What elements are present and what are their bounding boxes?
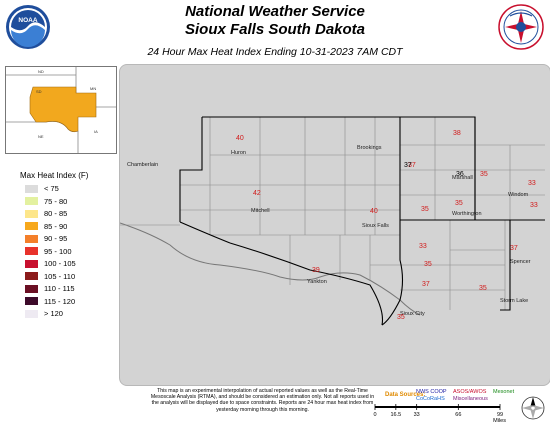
scale-tick-label: 33: [414, 412, 420, 418]
city-label: Mitchell: [251, 208, 270, 214]
inset-label-ia: IA: [94, 129, 98, 134]
legend-label: > 120: [44, 309, 63, 318]
heat-index-value: 35: [421, 206, 429, 213]
map-subtitle: 24 Hour Max Heat Index Ending 10-31-2023…: [147, 46, 403, 58]
legend-label: 100 - 105: [44, 259, 76, 268]
heat-index-value: 33: [528, 180, 536, 187]
city-label: Chamberlain: [127, 162, 159, 168]
disclaimer-text: This map is an experimental interpolatio…: [150, 388, 375, 413]
legend-item: 80 - 85: [25, 208, 67, 219]
legend-label: 90 - 95: [44, 234, 68, 243]
legend-swatch: [25, 309, 38, 318]
legend-label: 105 - 110: [44, 271, 76, 281]
heat-index-value: 36: [456, 171, 464, 178]
heat-index-value: 40: [370, 208, 378, 215]
legend-label: < 75: [44, 184, 59, 193]
heat-index-value: 35: [479, 285, 487, 292]
legend-item: 115 - 120: [25, 296, 75, 307]
legend-swatch: [25, 184, 38, 193]
data-source-item: Miscellaneous: [453, 396, 488, 402]
legend-swatch: [25, 247, 38, 255]
city-label: Marshall: [452, 175, 473, 181]
legend-label: 85 - 90: [44, 221, 68, 231]
nws-logo-icon: [498, 4, 544, 50]
city-label: Windom: [508, 192, 529, 198]
inset-label-nd: ND: [38, 69, 44, 74]
legend-swatch: [25, 272, 38, 280]
heat-index-value: 35: [480, 171, 488, 178]
heat-index-map: Huron Brookings Marshall Chamberlain Mitchel…: [119, 64, 550, 386]
heat-index-value: 37: [408, 162, 416, 169]
scale-bar-line: [375, 406, 500, 408]
legend-item: 75 - 80: [25, 196, 67, 207]
heat-index-value: 42: [253, 190, 261, 197]
heat-index-value: 38: [453, 130, 461, 137]
title-line-1: National Weather Service: [185, 3, 365, 20]
city-label: Worthington: [452, 211, 482, 217]
legend-item: 110 - 115: [25, 283, 75, 294]
legend-swatch: [25, 234, 38, 243]
data-source-item: ASOS/AWOS: [453, 389, 487, 395]
inset-label-ne: NE: [38, 134, 44, 139]
inset-label-sd: SD: [36, 89, 42, 94]
legend-swatch: [25, 259, 38, 268]
city-label: Sioux Falls: [362, 223, 389, 229]
inset-label-mn: MN: [90, 86, 96, 91]
legend-title: Max Heat Index (F): [20, 171, 89, 180]
legend-item: 90 - 95: [25, 233, 67, 244]
scale-unit-label: Miles: [493, 418, 506, 424]
data-source-item: NWS COOP: [416, 389, 447, 395]
noaa-logo-icon: NOAA: [6, 5, 50, 49]
legend-label: 80 - 85: [44, 209, 68, 218]
legend-swatch: [25, 222, 38, 230]
heat-index-value: 37: [510, 245, 518, 252]
scale-tick-label: 99: [497, 412, 503, 418]
map-svg: [120, 116, 545, 326]
scale-tick-label: 16.5: [390, 412, 401, 418]
legend-item: < 75: [25, 183, 59, 194]
heat-index-value: 37: [422, 281, 430, 288]
legend-label: 115 - 120: [44, 296, 76, 306]
legend-swatch: [25, 284, 38, 293]
legend-item: 95 - 100: [25, 246, 72, 257]
heat-index-value: 40: [236, 135, 244, 142]
north-arrow-icon: [521, 396, 545, 420]
data-source-item: CoCoRaHS: [416, 396, 445, 402]
legend-item: 85 - 90: [25, 221, 67, 232]
legend-swatch: [25, 297, 38, 305]
data-sources-label: Data Sources:: [385, 392, 426, 398]
legend-item: 100 - 105: [25, 258, 76, 269]
legend-item: > 120: [25, 308, 63, 319]
heat-index-value: 33: [530, 202, 538, 209]
heat-index-value: 39: [312, 267, 320, 274]
heat-index-value: 35: [397, 314, 405, 321]
data-source-item: Mesonet: [493, 389, 515, 395]
legend-swatch: [25, 197, 38, 205]
legend-swatch: [25, 209, 38, 218]
legend-item: 105 - 110: [25, 271, 75, 282]
city-label: Brookings: [357, 145, 382, 151]
noaa-logo-text: NOAA: [18, 17, 37, 24]
title-line-2: Sioux Falls South Dakota: [184, 21, 366, 38]
heat-index-value: 33: [419, 243, 427, 250]
scale-tick-label: 0: [373, 412, 376, 418]
heat-index-value: 37: [404, 162, 412, 169]
heat-index-value: 35: [455, 200, 463, 207]
city-label: Yankton: [307, 279, 327, 285]
legend-label: 75 - 80: [44, 196, 68, 206]
legend-label: 95 - 100: [44, 246, 72, 256]
city-label: Spencer: [510, 259, 531, 265]
city-label: Sioux City: [400, 311, 425, 317]
legend-label: 110 - 115: [44, 284, 75, 293]
scale-tick-label: 66: [455, 412, 461, 418]
heat-index-value: 35: [424, 261, 432, 268]
city-label: Storm Lake: [500, 298, 529, 304]
inset-locator-map: ND MN SD NE IA: [5, 66, 117, 154]
city-label: Huron: [231, 150, 246, 156]
